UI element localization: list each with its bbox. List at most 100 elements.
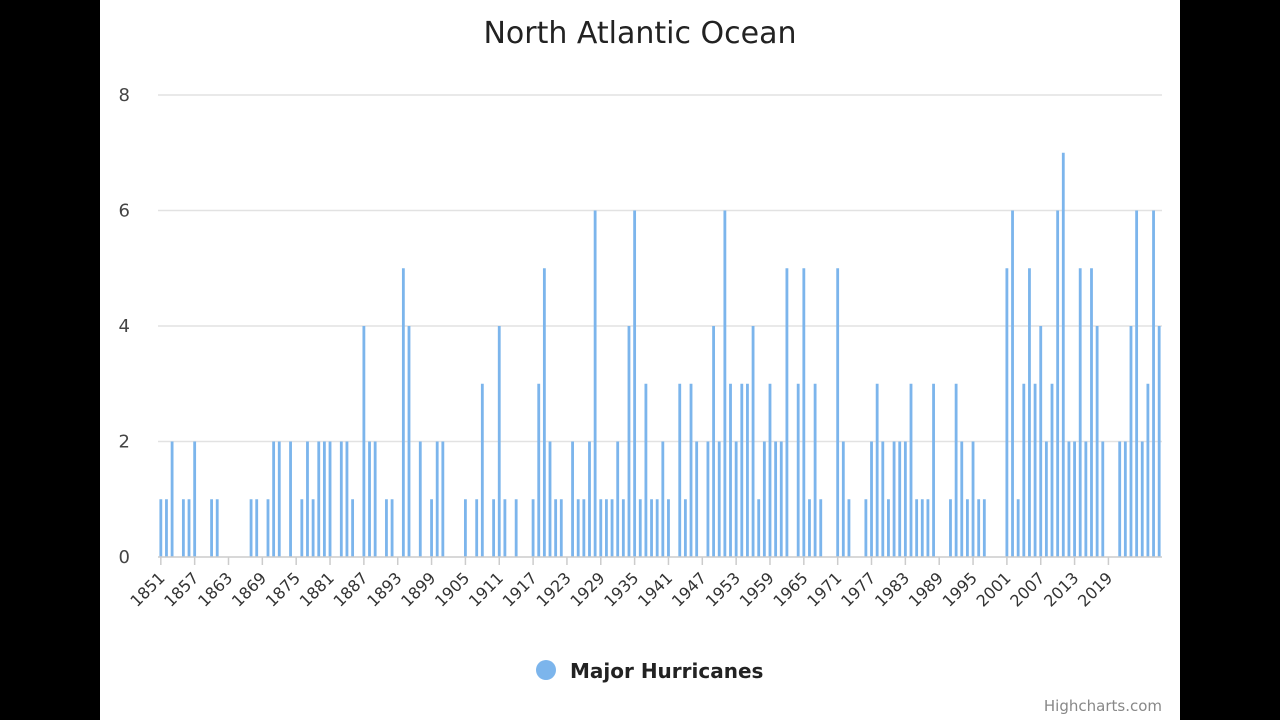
bar-1880[interactable]	[322, 441, 326, 558]
bar-1964[interactable]	[796, 383, 800, 557]
bar-1957[interactable]	[757, 499, 761, 557]
bar-1900[interactable]	[435, 441, 439, 558]
bar-1878[interactable]	[311, 499, 315, 557]
bar-1965[interactable]	[802, 268, 806, 557]
bar-1937[interactable]	[644, 383, 648, 557]
bar-1982[interactable]	[898, 441, 902, 558]
bar-1879[interactable]	[317, 441, 321, 558]
bar-2011[interactable]	[1061, 152, 1065, 557]
bar-1894[interactable]	[401, 268, 405, 557]
bar-1977[interactable]	[870, 441, 873, 558]
bar-1950[interactable]	[717, 441, 721, 558]
bar-1979[interactable]	[881, 441, 885, 558]
bar-1901[interactable]	[441, 441, 445, 558]
bar-1939[interactable]	[655, 499, 659, 557]
bar-1951[interactable]	[723, 210, 727, 558]
bar-1899[interactable]	[430, 499, 433, 557]
bar-1876[interactable]	[300, 499, 304, 557]
bar-1929[interactable]	[599, 499, 603, 557]
bar-1921[interactable]	[554, 499, 558, 557]
bar-1860[interactable]	[210, 499, 213, 557]
bar-1874[interactable]	[289, 441, 292, 558]
bar-2026[interactable]	[1146, 383, 1150, 557]
bar-1885[interactable]	[351, 499, 355, 557]
bar-1905[interactable]	[463, 499, 467, 557]
bar-1988[interactable]	[932, 383, 935, 557]
bar-1884[interactable]	[345, 441, 349, 558]
bar-1996[interactable]	[977, 499, 981, 557]
bar-1962[interactable]	[785, 268, 789, 557]
bar-1883[interactable]	[339, 441, 343, 558]
legend-label[interactable]: Major Hurricanes	[570, 659, 763, 683]
bar-1910[interactable]	[492, 499, 496, 557]
bar-1949[interactable]	[712, 326, 715, 557]
bar-1995[interactable]	[971, 441, 975, 558]
bar-1943[interactable]	[678, 383, 682, 557]
bar-2016[interactable]	[1090, 268, 1093, 557]
bar-1984[interactable]	[909, 383, 913, 557]
bar-1881[interactable]	[328, 441, 332, 558]
bar-2028[interactable]	[1157, 326, 1161, 557]
bar-1887[interactable]	[362, 326, 366, 557]
bar-1925[interactable]	[576, 499, 580, 557]
bar-1960[interactable]	[774, 441, 778, 558]
bar-1871[interactable]	[272, 441, 276, 558]
bar-1853[interactable]	[170, 441, 174, 558]
bar-1952[interactable]	[729, 383, 732, 557]
bar-series[interactable]	[159, 152, 1161, 558]
bar-1941[interactable]	[667, 499, 670, 557]
bar-1992[interactable]	[954, 383, 958, 557]
bar-1986[interactable]	[920, 499, 924, 557]
bar-1908[interactable]	[480, 383, 484, 557]
bar-2023[interactable]	[1129, 326, 1133, 557]
bar-1955[interactable]	[746, 383, 749, 557]
bar-1914[interactable]	[514, 499, 518, 557]
bar-1889[interactable]	[373, 441, 377, 558]
bar-2022[interactable]	[1123, 441, 1127, 558]
bar-1852[interactable]	[165, 499, 168, 557]
bar-2012[interactable]	[1067, 441, 1071, 558]
bar-1933[interactable]	[621, 499, 625, 557]
bar-1907[interactable]	[475, 499, 479, 557]
bar-2005[interactable]	[1028, 268, 1031, 557]
bar-1877[interactable]	[306, 441, 309, 558]
bar-1971[interactable]	[836, 268, 840, 557]
bar-2003[interactable]	[1016, 499, 1020, 557]
bar-1981[interactable]	[892, 441, 896, 558]
bar-1924[interactable]	[571, 441, 574, 558]
bar-1931[interactable]	[610, 499, 614, 557]
bar-1912[interactable]	[503, 499, 507, 557]
bar-1968[interactable]	[819, 499, 823, 557]
bar-1953[interactable]	[734, 441, 738, 558]
bar-1983[interactable]	[903, 441, 907, 558]
bar-1922[interactable]	[559, 499, 563, 557]
bar-1948[interactable]	[706, 441, 710, 558]
bar-1920[interactable]	[548, 441, 552, 558]
bar-1919[interactable]	[542, 268, 546, 557]
bar-1961[interactable]	[779, 441, 783, 558]
bar-1993[interactable]	[960, 441, 964, 558]
bar-1980[interactable]	[887, 499, 890, 557]
bar-1892[interactable]	[390, 499, 394, 557]
legend[interactable]: Major Hurricanes	[536, 659, 763, 683]
bar-1870[interactable]	[266, 499, 270, 557]
bar-1944[interactable]	[683, 499, 687, 557]
bar-1991[interactable]	[949, 499, 952, 557]
bar-2010[interactable]	[1056, 210, 1060, 558]
bar-1917[interactable]	[531, 499, 535, 557]
bar-1891[interactable]	[385, 499, 388, 557]
bar-2013[interactable]	[1073, 441, 1076, 558]
bar-2025[interactable]	[1140, 441, 1144, 558]
bar-1888[interactable]	[368, 441, 371, 558]
bar-1940[interactable]	[661, 441, 665, 558]
bar-1935[interactable]	[633, 210, 637, 558]
bar-1855[interactable]	[181, 499, 185, 557]
bar-1956[interactable]	[751, 326, 755, 557]
bar-2021[interactable]	[1118, 441, 1122, 558]
bar-2014[interactable]	[1078, 268, 1082, 557]
bar-2024[interactable]	[1135, 210, 1139, 558]
bar-1927[interactable]	[588, 441, 591, 558]
bar-1851[interactable]	[159, 499, 163, 557]
bar-1976[interactable]	[864, 499, 868, 557]
bar-1918[interactable]	[537, 383, 541, 557]
